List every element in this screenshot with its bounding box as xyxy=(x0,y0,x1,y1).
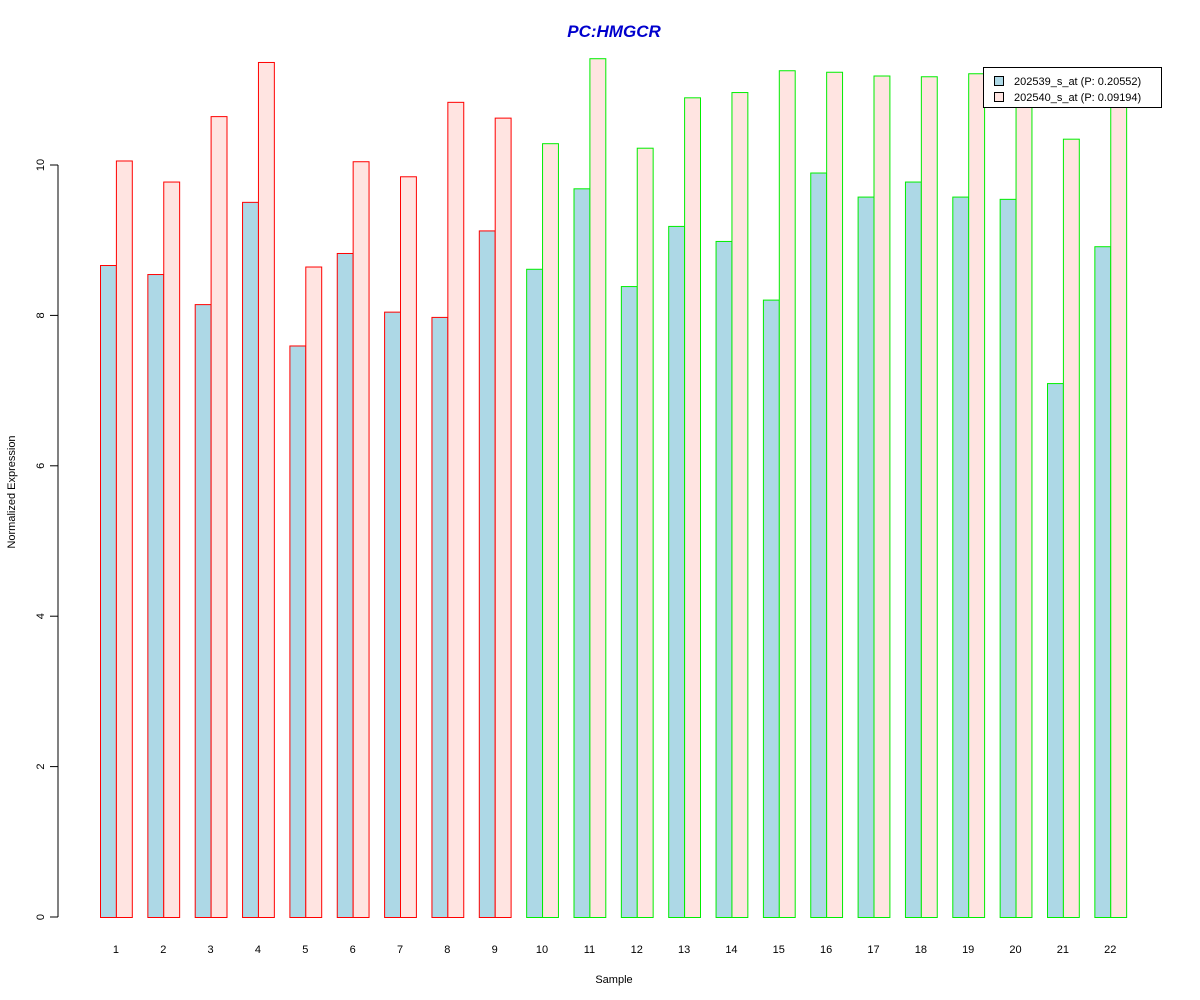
x-tick-label: 15 xyxy=(773,944,785,956)
x-tick-label: 3 xyxy=(208,944,214,956)
bar-sample-22-series-1 xyxy=(1094,246,1112,918)
y-tick-label: 0 xyxy=(35,914,47,920)
bar-sample-6-series-2 xyxy=(352,161,370,919)
x-axis: 1 2 3 4 5 6 7 8 9 10 11 12 13 14 15 16 17 18 19 20 21 22 xyxy=(113,944,1117,956)
bar-sample-1-series-2 xyxy=(115,160,133,919)
legend-label: 202539_s_at (P: 0.20552) xyxy=(1014,76,1141,88)
bar-sample-8-series-1 xyxy=(431,316,449,918)
bar-sample-12-series-2 xyxy=(636,147,654,919)
bar-sample-14-series-2 xyxy=(731,92,749,918)
legend-swatch xyxy=(994,92,1004,102)
y-axis: 0 2 4 6 8 10 xyxy=(35,159,59,920)
x-tick-label: 1 xyxy=(113,944,119,956)
bar-sample-3-series-2 xyxy=(210,116,228,919)
x-tick-label: 10 xyxy=(536,944,548,956)
x-tick-label: 6 xyxy=(350,944,356,956)
bar-sample-21-series-2 xyxy=(1062,138,1080,918)
bar-sample-19-series-1 xyxy=(952,196,970,919)
x-tick-label: 2 xyxy=(160,944,166,956)
y-tick-label: 8 xyxy=(35,312,47,318)
x-tick-label: 7 xyxy=(397,944,403,956)
bar-sample-13-series-2 xyxy=(684,97,701,918)
x-tick-label: 14 xyxy=(725,944,737,956)
bar-sample-11-series-2 xyxy=(589,58,607,918)
y-axis-label: Normalized Expression xyxy=(6,435,18,548)
x-tick-label: 8 xyxy=(444,944,450,956)
bar-sample-18-series-1 xyxy=(904,181,922,918)
bar-sample-19-series-2 xyxy=(968,73,986,919)
x-tick-label: 20 xyxy=(1009,944,1021,956)
bar-sample-11-series-1 xyxy=(573,188,591,918)
y-tick-label: 6 xyxy=(35,463,47,469)
bars xyxy=(100,58,1128,919)
bar-sample-9-series-1 xyxy=(478,230,496,918)
bar-sample-5-series-1 xyxy=(289,345,307,919)
bar-sample-3-series-1 xyxy=(194,304,212,918)
bar-sample-7-series-1 xyxy=(384,311,402,918)
legend-label: 202540_s_at (P: 0.09194) xyxy=(1014,92,1141,104)
bar-sample-10-series-1 xyxy=(526,268,544,918)
bar-sample-2-series-2 xyxy=(163,181,181,918)
bar-sample-4-series-1 xyxy=(242,201,259,918)
bar-sample-17-series-2 xyxy=(873,75,891,918)
x-tick-label: 13 xyxy=(678,944,690,956)
bar-sample-16-series-2 xyxy=(826,71,844,918)
x-axis-label: Sample xyxy=(595,974,632,986)
bar-sample-16-series-1 xyxy=(810,172,828,918)
x-tick-label: 5 xyxy=(302,944,308,956)
bar-sample-5-series-2 xyxy=(305,266,323,918)
bar-sample-9-series-2 xyxy=(494,117,512,918)
bar-sample-13-series-1 xyxy=(668,225,686,919)
bar-sample-22-series-2 xyxy=(1110,97,1128,918)
x-tick-label: 12 xyxy=(631,944,643,956)
bar-sample-21-series-1 xyxy=(1047,383,1064,918)
y-tick-label: 10 xyxy=(35,159,47,171)
x-tick-label: 16 xyxy=(820,944,832,956)
bar-sample-12-series-1 xyxy=(620,286,638,918)
x-tick-label: 18 xyxy=(915,944,927,956)
bar-sample-15-series-1 xyxy=(762,299,780,919)
bar-sample-10-series-2 xyxy=(542,143,559,918)
legend: 202539_s_at (P: 0.20552) 202540_s_at (P: … xyxy=(983,67,1162,108)
x-tick-label: 21 xyxy=(1057,944,1069,956)
bar-sample-6-series-1 xyxy=(336,252,354,918)
bar-sample-20-series-2 xyxy=(1015,97,1033,918)
x-tick-label: 17 xyxy=(867,944,879,956)
y-tick-label: 4 xyxy=(35,613,47,619)
y-tick-label: 2 xyxy=(35,764,47,770)
bar-sample-1-series-1 xyxy=(100,265,117,918)
bar-sample-4-series-2 xyxy=(257,61,275,918)
x-tick-label: 22 xyxy=(1104,944,1116,956)
bar-sample-15-series-2 xyxy=(778,70,796,919)
legend-box xyxy=(983,67,1162,108)
bar-sample-7-series-2 xyxy=(400,176,417,918)
chart-title: PC:HMGCR xyxy=(567,22,661,41)
x-tick-label: 19 xyxy=(962,944,974,956)
x-tick-label: 11 xyxy=(584,944,595,956)
bar-sample-17-series-1 xyxy=(857,196,875,919)
bar-sample-18-series-2 xyxy=(920,76,938,919)
bar-sample-14-series-1 xyxy=(715,240,733,918)
bar-sample-2-series-1 xyxy=(147,274,165,919)
x-tick-label: 4 xyxy=(255,944,261,956)
x-tick-label: 9 xyxy=(492,944,498,956)
legend-swatch xyxy=(994,76,1004,86)
bar-sample-20-series-1 xyxy=(999,198,1017,918)
bar-sample-8-series-2 xyxy=(447,101,465,919)
